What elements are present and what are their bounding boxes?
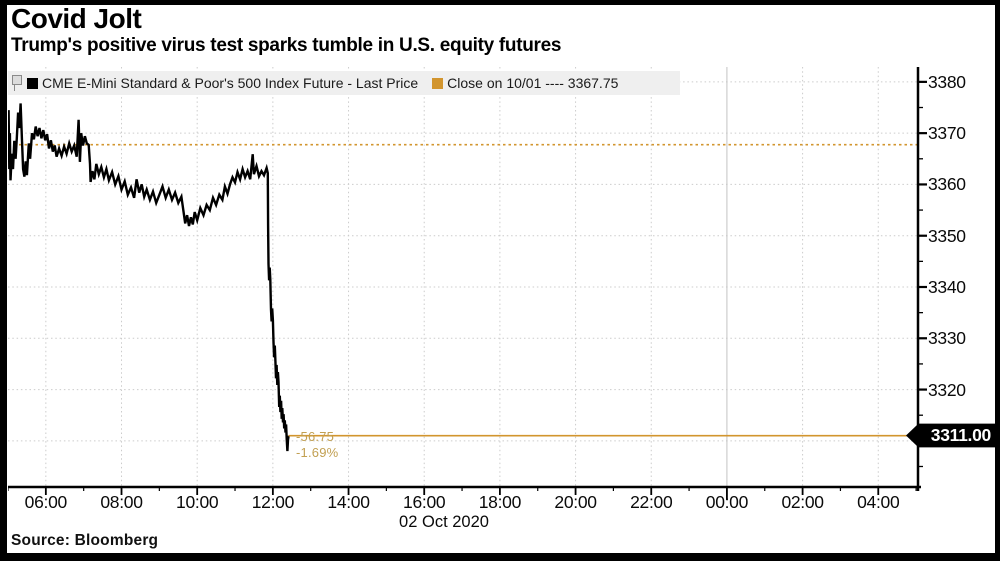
x-axis-label: 10:00 bbox=[176, 492, 219, 512]
x-axis-label: 06:00 bbox=[24, 492, 68, 512]
x-axis-label: 18:00 bbox=[478, 492, 522, 512]
source-label: Source: Bloomberg bbox=[11, 532, 159, 549]
close-swatch-icon bbox=[432, 77, 444, 89]
y-axis-label: 3330 bbox=[928, 328, 966, 349]
x-axis-label: 22:00 bbox=[630, 492, 673, 512]
x-axis-label: 16:00 bbox=[403, 492, 446, 512]
close-label: Close on 10/01 ---- 3367.75 bbox=[447, 75, 619, 91]
y-axis-label: 3340 bbox=[928, 277, 966, 297]
chart-panel: Covid Jolt Trump's positive virus test s… bbox=[7, 3, 995, 553]
x-axis-label: 12:00 bbox=[251, 492, 295, 512]
y-axis-label: 3350 bbox=[928, 225, 966, 246]
series-label: CME E-Mini Standard & Poor's 500 Index F… bbox=[42, 75, 419, 91]
series-swatch-icon bbox=[27, 77, 38, 89]
x-axis-date: 02 Oct 2020 bbox=[399, 513, 489, 531]
x-axis-label: 04:00 bbox=[857, 492, 900, 512]
change-annotation: -56.75 -1.69% bbox=[296, 429, 338, 461]
y-axis-label: 3380 bbox=[928, 71, 966, 92]
chart-subtitle: Trump's positive virus test sparks tumbl… bbox=[11, 35, 562, 56]
price-chart bbox=[8, 67, 927, 500]
legend: CME E-Mini Standard & Poor's 500 Index F… bbox=[8, 71, 680, 95]
change-percent: -1.69% bbox=[296, 445, 339, 460]
x-axis-label: 20:00 bbox=[554, 492, 597, 512]
annotation-pin-icon bbox=[12, 75, 22, 91]
x-axis-label: 00:00 bbox=[705, 492, 749, 512]
chart-title: Covid Jolt bbox=[11, 3, 142, 34]
last-price-tag: 3311.00 bbox=[906, 423, 995, 448]
y-axis-label: 3370 bbox=[928, 123, 966, 144]
change-value: -56.75 bbox=[296, 429, 335, 444]
price-line bbox=[8, 103, 290, 452]
y-axis-label: 3360 bbox=[928, 174, 966, 195]
x-axis-label: 14:00 bbox=[327, 492, 370, 512]
x-axis-label: 08:00 bbox=[100, 492, 143, 512]
x-axis-label: 02:00 bbox=[781, 492, 824, 512]
y-axis-label: 3320 bbox=[928, 379, 966, 400]
